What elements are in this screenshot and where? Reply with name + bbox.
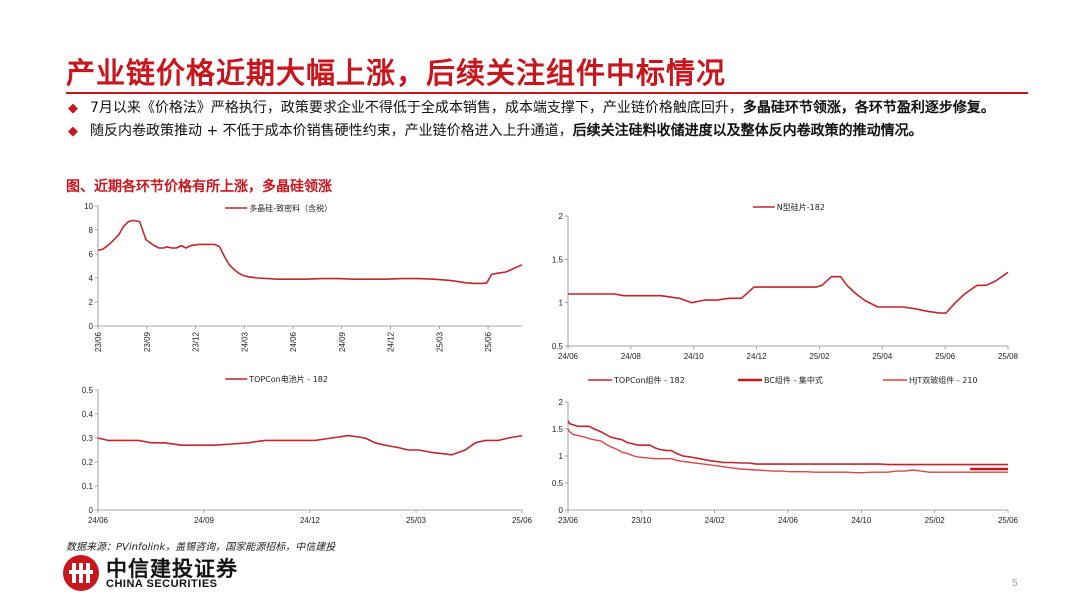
x-tick-label: 24/03 [240,331,249,352]
y-tick-label: 2 [89,298,94,307]
x-tick-label: 25/08 [998,352,1019,361]
wafer-price-chart: 0.5 1 1.5 2 24/06 24/08 24/10 24/12 25/02 25/04 25… [546,196,1022,368]
y-tick-label: 0.4 [82,410,94,419]
chart-svg: 0 0.1 0.2 0.3 0.4 0.5 24/06 24/09 24/12 25/03 25/0… [82,374,533,525]
legend-label: BC组件 - 集中式 [764,375,823,385]
y-tick-label: 0.5 [82,386,94,395]
y-tick-label: 1 [559,299,564,308]
diamond-bullet-icon: ◆ [68,101,78,116]
legend-label: HJT双玻组件 - 210 [909,375,978,385]
citic-logo-icon [63,555,99,591]
y-tick-label: 0.1 [82,482,94,491]
y-tick-label: 0.3 [82,434,94,443]
y-tick-label: 1.5 [552,425,564,434]
x-tick-label: 25/06 [512,516,533,525]
x-tick-label: 24/10 [684,352,705,361]
x-tick-label: 23/06 [94,331,103,352]
bullet-item: ◆ 7月以来《价格法》严格执行，政策要求企业不得低于全成本销售，成本端支撑下，产… [66,97,1036,120]
bullet-bold-text: 后续关注硅料收储进度以及整体反内卷政策的推动情况。 [572,123,923,139]
bullet-text: 随反内卷政策推动 + 不低于成本价销售硬性约束，产业链价格进入上升通道， [90,123,573,139]
y-tick-label: 2 [559,212,564,221]
y-tick-label: 0 [559,506,564,515]
x-tick-label: 25/04 [872,352,893,361]
slide-title: 产业链价格近期大幅上涨，后续关注组件中标情况 [66,56,727,90]
bullet-item: ◆ 随反内卷政策推动 + 不低于成本价销售硬性约束，产业链价格进入上升通道，后续… [66,120,1036,143]
polysilicon-price-chart: 0 2 4 6 8 10 23/06 23/09 23/12 24/03 24/06 24/09 24/… [66,196,536,368]
diamond-bullet-icon: ◆ [68,124,78,139]
chart-svg: 0.5 1 1.5 2 24/06 24/08 24/10 24/12 25/02 25/04 25… [552,202,1019,361]
legend-label: TOPCon组件 - 182 [613,375,685,385]
logo-english-name: CHINA SECURITIES [106,578,218,590]
legend-label: 多晶硅-致密料（含税） [249,203,332,213]
x-tick-label: 24/06 [778,516,799,525]
x-tick-label: 25/03 [406,516,427,525]
bullet-bold-text: 多晶硅环节领涨，各环节盈利逐步修复。 [742,100,995,116]
x-tick-label: 24/09 [338,331,347,352]
x-tick-label: 24/02 [705,516,726,525]
x-tick-label: 24/12 [387,331,396,352]
legend-label: N型硅片-182 [777,202,825,212]
x-tick-label: 25/06 [484,331,493,352]
x-tick-label: 25/02 [925,516,946,525]
x-tick-label: 25/06 [935,352,956,361]
y-tick-label: 0.5 [552,342,564,351]
y-tick-label: 0.5 [552,479,564,488]
y-tick-label: 1.5 [552,255,564,264]
y-tick-label: 1 [559,452,564,461]
series-line [97,434,523,456]
x-tick-label: 24/08 [621,352,642,361]
chart-svg: 0 0.5 1 1.5 2 23/06 23/10 24/02 24/06 24/10 25/02 2… [552,375,1019,525]
bullet-list: ◆ 7月以来《价格法》严格执行，政策要求企业不得低于全成本销售，成本端支撑下，产… [66,97,1036,143]
chart-svg: 0 2 4 6 8 10 23/06 23/09 23/12 24/03 24/06 24/09 24/… [84,202,523,352]
logo-chinese-name: 中信建投证券 [106,556,238,581]
x-tick-label: 24/12 [747,352,768,361]
x-tick-label: 23/06 [558,516,579,525]
y-tick-label: 0.2 [82,458,94,467]
bullet-text: 7月以来《价格法》严格执行，政策要求企业不得低于全成本销售，成本端支撑下，产业链… [90,100,743,116]
x-tick-label: 23/12 [192,331,201,352]
x-tick-label: 25/03 [435,331,444,352]
x-tick-label: 24/06 [558,352,579,361]
y-tick-label: 4 [89,274,94,283]
legend-label: TOPCon电池片 - 182 [248,374,328,384]
page-number: 5 [1012,578,1018,589]
series-line [567,428,1008,474]
x-tick-label: 24/06 [289,331,298,352]
y-tick-label: 8 [89,226,94,235]
title-divider [66,92,1028,94]
cell-price-chart: 0 0.1 0.2 0.3 0.4 0.5 24/06 24/09 24/12 25/03 25/0… [66,370,536,532]
x-tick-label: 24/09 [194,516,215,525]
y-tick-label: 0 [89,506,94,515]
y-tick-label: 6 [89,250,94,259]
x-tick-label: 24/10 [851,516,872,525]
x-tick-label: 24/06 [88,516,109,525]
series-line [97,219,523,285]
company-logo: 中信建投证券 CHINA SECURITIES [60,553,260,593]
y-tick-label: 2 [559,398,564,407]
data-source-note: 数据来源：PVinfolink，盖锡咨询，国家能源招标，中信建投 [66,542,336,553]
series-line [567,420,1008,466]
module-price-chart: 0 0.5 1 1.5 2 23/06 23/10 24/02 24/06 24/10 25/02 2… [546,370,1022,532]
x-tick-label: 25/06 [998,516,1019,525]
x-tick-label: 25/02 [809,352,830,361]
y-tick-label: 10 [84,202,93,211]
y-tick-label: 0 [89,322,94,331]
x-tick-label: 23/10 [631,516,652,525]
figure-title: 图、近期各环节价格有所上涨，多晶硅领涨 [66,179,332,195]
x-tick-label: 24/12 [300,516,321,525]
x-tick-label: 23/09 [143,331,152,352]
series-line [568,271,1009,314]
